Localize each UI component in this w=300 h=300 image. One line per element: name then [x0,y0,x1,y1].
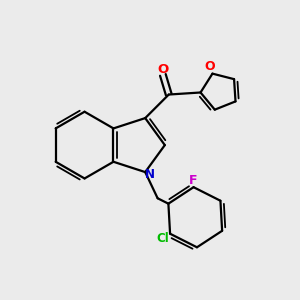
Text: N: N [145,168,154,181]
Text: F: F [189,173,197,187]
Text: O: O [157,62,169,76]
Text: Cl: Cl [156,232,169,245]
Text: O: O [205,60,215,74]
